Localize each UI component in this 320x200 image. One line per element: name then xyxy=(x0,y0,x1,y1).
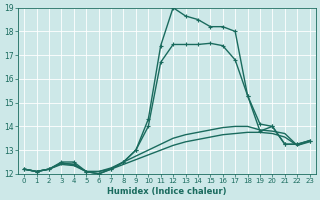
X-axis label: Humidex (Indice chaleur): Humidex (Indice chaleur) xyxy=(107,187,227,196)
